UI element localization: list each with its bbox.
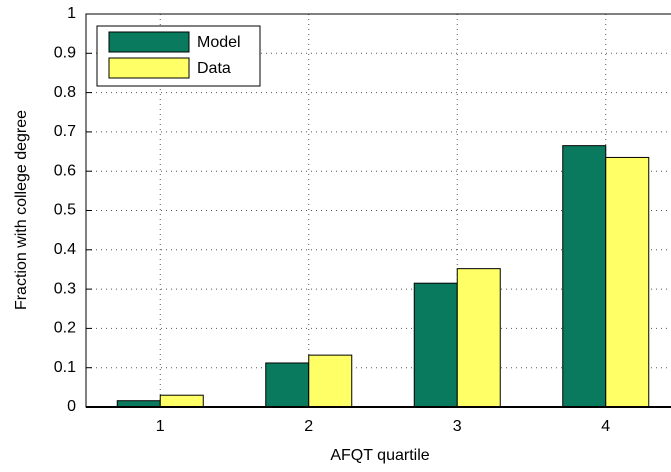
- x-tick-label: 3: [453, 418, 462, 435]
- x-tick-label: 2: [304, 418, 313, 435]
- bar: [456, 268, 501, 408]
- y-tick-label: 0.2: [54, 320, 76, 337]
- y-tick-label: 0.4: [54, 241, 76, 258]
- y-tick-label: 0.1: [54, 359, 76, 376]
- bar: [159, 394, 204, 408]
- bar: [308, 354, 353, 408]
- y-tick-label: 0.3: [54, 280, 76, 297]
- bar: [562, 145, 607, 408]
- bar: [265, 362, 310, 408]
- x-axis-label: AFQT quartile: [330, 447, 429, 464]
- y-tick-label: 0.7: [54, 123, 76, 140]
- legend-label: Model: [197, 34, 241, 51]
- x-tick-label: 4: [601, 418, 610, 435]
- y-tick-label: 0.9: [54, 45, 76, 62]
- x-tick-label: 1: [156, 418, 165, 435]
- legend-label: Data: [197, 60, 231, 77]
- y-tick-label: 0.5: [54, 202, 76, 219]
- bar: [605, 156, 650, 408]
- legend-swatch: [108, 57, 190, 79]
- y-axis-label: Fraction with college degree: [13, 110, 30, 310]
- y-tick-label: 0.8: [54, 84, 76, 101]
- legend-swatch: [108, 31, 190, 53]
- bar: [413, 282, 458, 408]
- y-tick-label: 0: [67, 398, 76, 415]
- y-tick-label: 1: [67, 5, 76, 22]
- y-tick-label: 0.6: [54, 162, 76, 179]
